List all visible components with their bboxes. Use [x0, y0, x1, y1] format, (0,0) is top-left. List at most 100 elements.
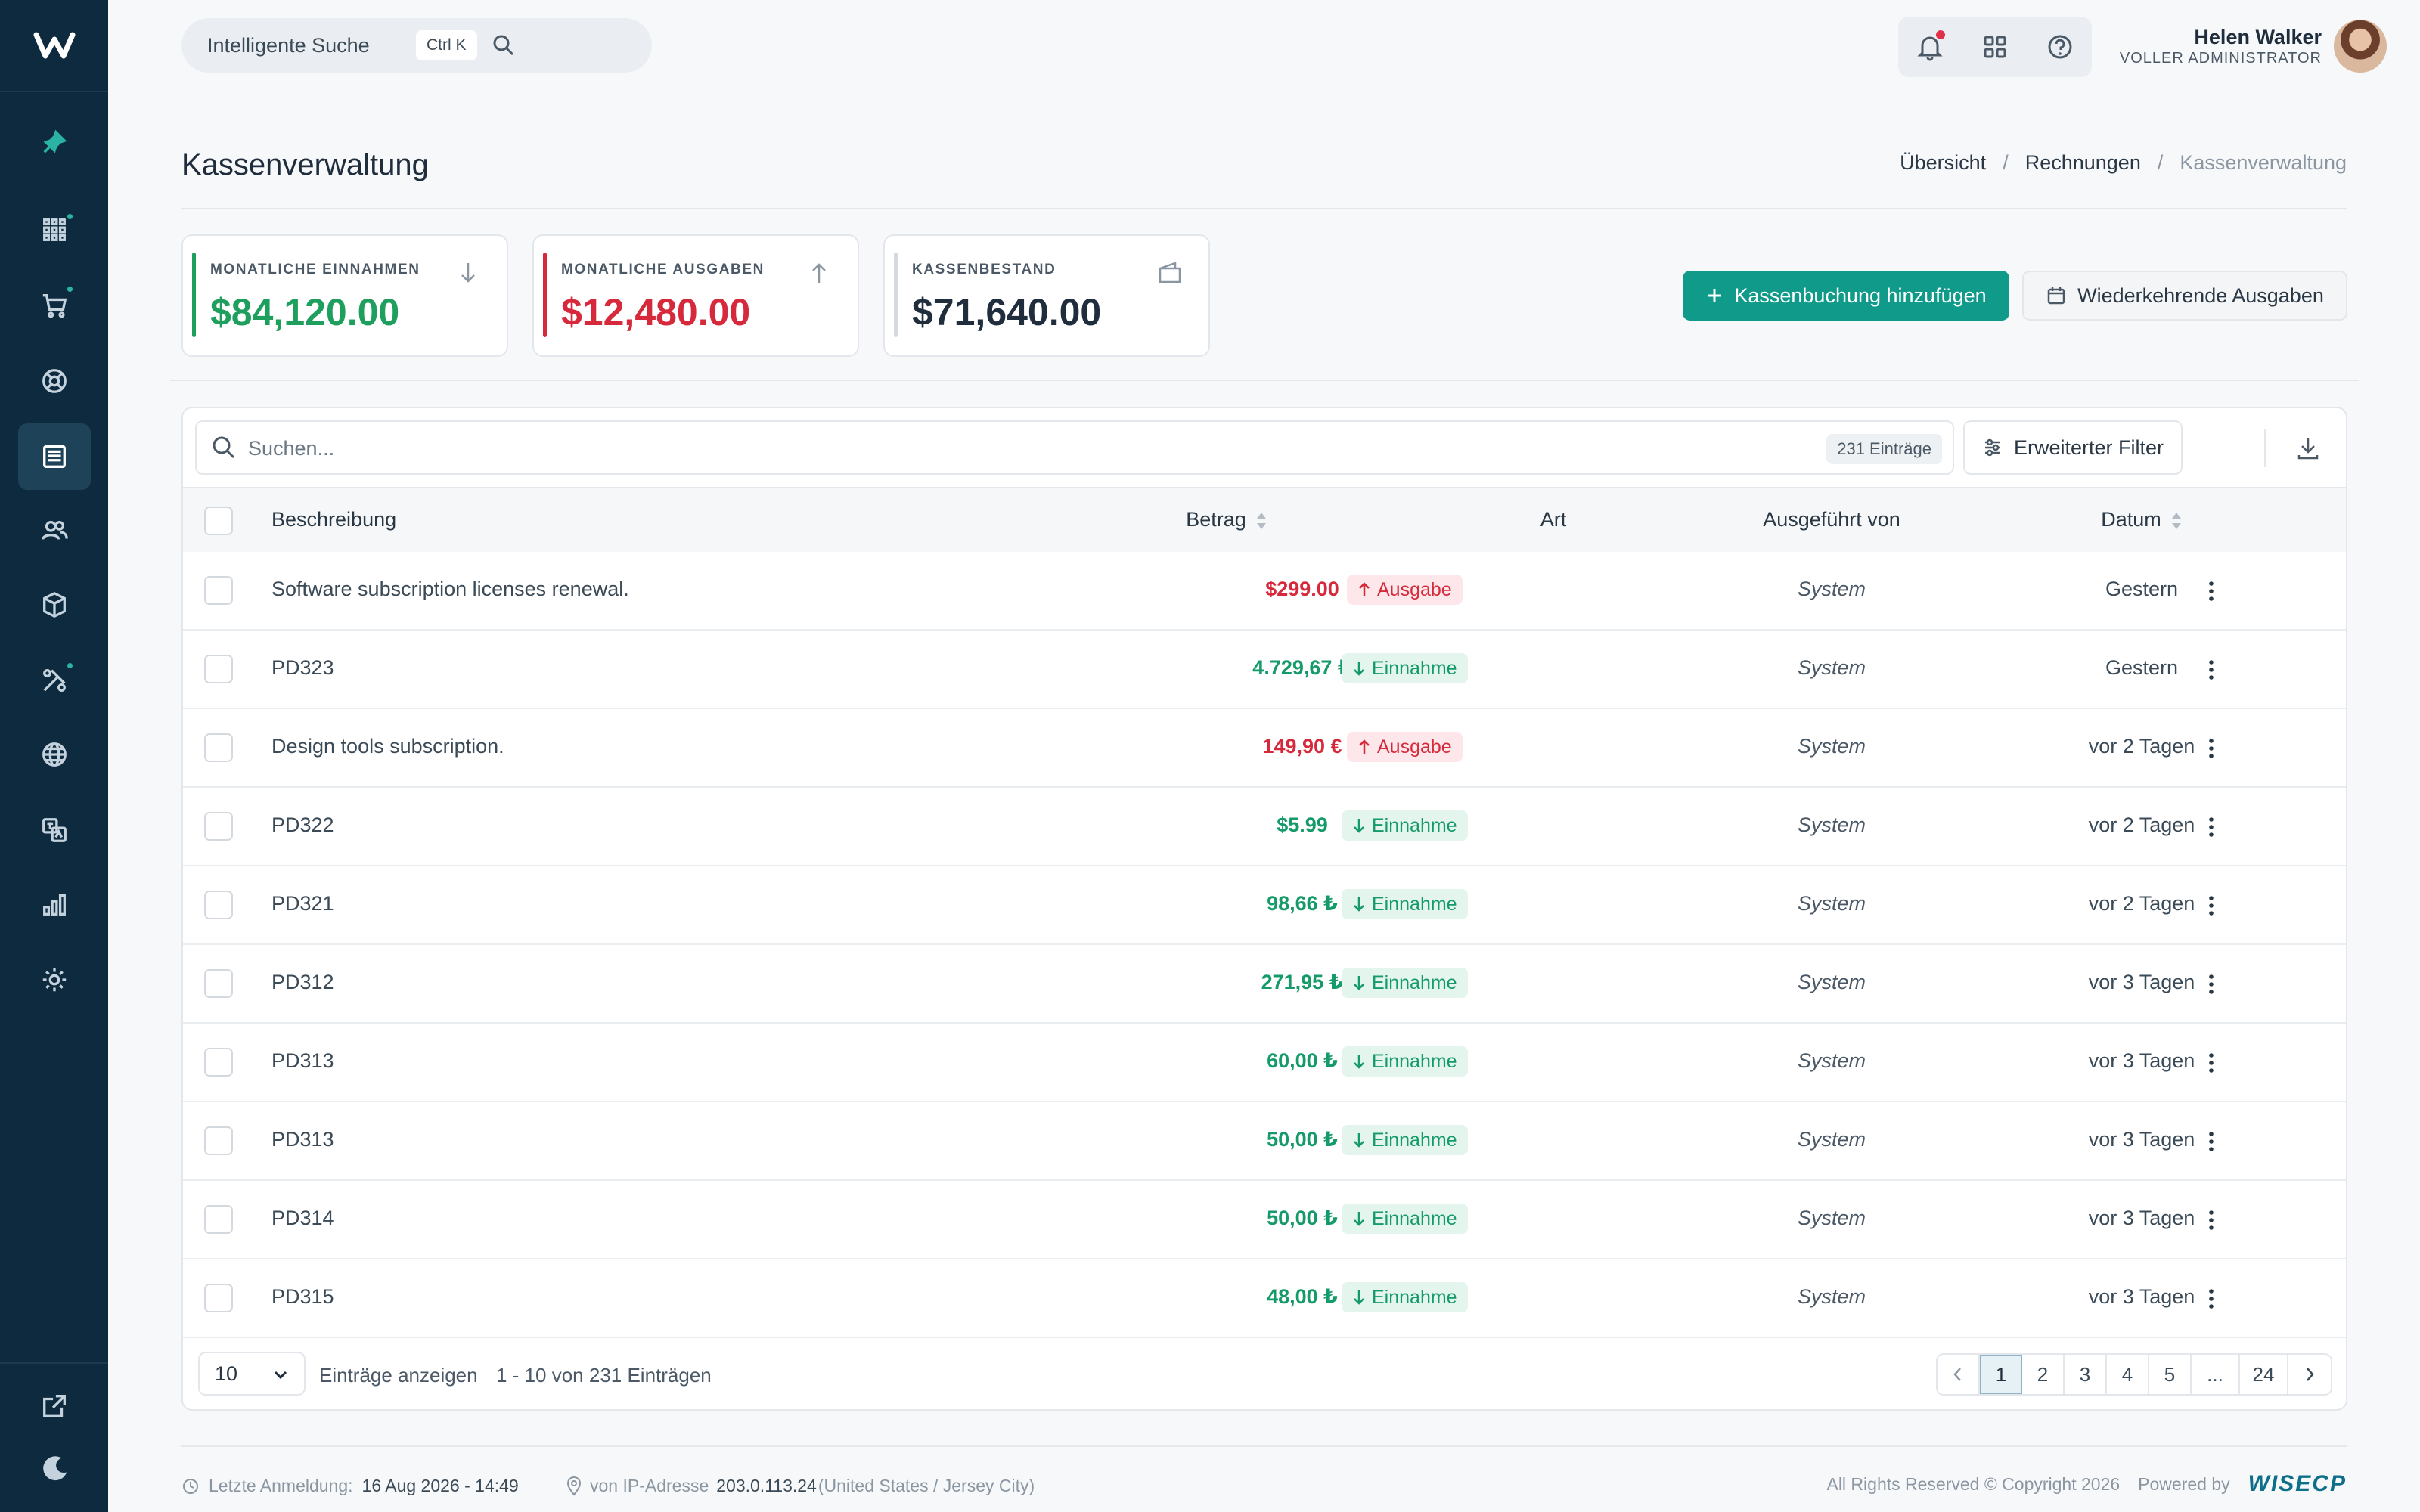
toolbar-separator	[2264, 429, 2266, 467]
row-type-badge: Einnahme	[1342, 810, 1468, 841]
sidebar-item-theme[interactable]	[18, 1435, 91, 1501]
sidebar-item-domains[interactable]	[18, 721, 91, 788]
row-checkbox[interactable]	[204, 1205, 233, 1234]
table-row[interactable]: PD322 $5.99 Einnahme System vor 2 Tagen	[183, 788, 2346, 866]
more-options-icon[interactable]	[2204, 891, 2219, 921]
more-options-icon[interactable]	[2204, 1126, 2219, 1157]
row-description: Software subscription licenses renewal.	[271, 578, 629, 600]
more-options-icon[interactable]	[2204, 655, 2219, 685]
page-button[interactable]: 1	[1980, 1355, 2022, 1394]
row-checkbox[interactable]	[204, 655, 233, 683]
more-options-icon[interactable]	[2204, 576, 2219, 606]
breadcrumb-invoices[interactable]: Rechnungen	[2024, 151, 2141, 174]
per-page-select[interactable]: 10	[198, 1352, 306, 1396]
page-button[interactable]: 24	[2240, 1355, 2288, 1394]
sidebar-item-settings[interactable]	[18, 947, 91, 1013]
next-page-button[interactable]	[2288, 1355, 2331, 1394]
row-checkbox[interactable]	[204, 1126, 233, 1155]
per-page-value: 10	[215, 1362, 238, 1385]
arrow-down-icon	[461, 263, 475, 283]
more-options-icon[interactable]	[2204, 1048, 2219, 1078]
breadcrumb-separator: /	[2157, 151, 2164, 174]
more-options-icon[interactable]	[2204, 969, 2219, 999]
sidebar-item-products[interactable]	[18, 572, 91, 638]
ip-location: (United States / Jersey City)	[818, 1476, 1035, 1495]
more-options-icon[interactable]	[2204, 1205, 2219, 1235]
stat-value: $84,120.00	[210, 291, 400, 333]
table-row[interactable]: Software subscription licenses renewal. $…	[183, 552, 2346, 631]
sidebar-item-tools[interactable]	[18, 647, 91, 714]
page-button[interactable]: 5	[2149, 1355, 2192, 1394]
table-row[interactable]: PD314 50,00 ₺ Einnahme System vor 3 Tagen	[183, 1181, 2346, 1259]
cart-icon	[42, 294, 67, 318]
page-button[interactable]: 3	[2065, 1355, 2107, 1394]
table-row[interactable]: PD313 50,00 ₺ Einnahme System vor 3 Tagen	[183, 1102, 2346, 1181]
chevron-left-icon	[1953, 1368, 1961, 1381]
table-row[interactable]: PD321 98,66 ₺ Einnahme System vor 2 Tagen	[183, 866, 2346, 945]
sidebar-item-invoices[interactable]	[18, 423, 91, 490]
arrow-up-icon	[1359, 739, 1370, 754]
row-checkbox[interactable]	[204, 969, 233, 998]
column-date[interactable]: Datum	[2028, 508, 2255, 531]
row-checkbox[interactable]	[204, 891, 233, 919]
bell-icon[interactable]	[1915, 32, 1945, 62]
page-ellipsis[interactable]: ...	[2192, 1355, 2240, 1394]
recurring-expenses-button[interactable]: Wiederkehrende Ausgaben	[2022, 271, 2347, 321]
row-checkbox[interactable]	[204, 733, 233, 762]
smart-search[interactable]: Intelligente Suche Ctrl K	[182, 18, 652, 73]
clock-icon	[183, 1478, 198, 1494]
sidebar-item-support[interactable]	[18, 348, 91, 414]
table-row[interactable]: PD312 271,95 ₺ Einnahme System vor 3 Tagen	[183, 945, 2346, 1024]
sidebar-item-cart[interactable]	[18, 272, 91, 339]
row-checkbox[interactable]	[204, 812, 233, 841]
wisecp-logo[interactable]: WISECP	[2248, 1471, 2347, 1496]
breadcrumb: Übersicht / Rechnungen / Kassenverwaltun…	[1900, 151, 2347, 175]
user-name[interactable]: Helen Walker	[2194, 26, 2322, 48]
prev-page-button[interactable]	[1938, 1355, 1980, 1394]
more-options-icon[interactable]	[2204, 1284, 2219, 1314]
row-type-badge: Einnahme	[1342, 889, 1468, 919]
advanced-filter-button[interactable]: Erweiterter Filter	[1963, 420, 2183, 475]
avatar[interactable]	[2334, 20, 2387, 73]
help-icon[interactable]	[2045, 32, 2075, 62]
column-amount[interactable]: Betrag	[1075, 508, 1378, 531]
logo[interactable]	[0, 0, 108, 92]
ip-address: von IP-Adresse 203.0.113.24 (United Stat…	[566, 1476, 1035, 1496]
sidebar-item-users[interactable]	[18, 497, 91, 564]
sidebar-item-external[interactable]	[18, 1373, 91, 1439]
box-icon	[43, 591, 66, 618]
row-checkbox[interactable]	[204, 1048, 233, 1077]
row-executed-by: System	[1797, 656, 1866, 679]
sidebar-item-grid[interactable]	[18, 197, 91, 263]
table-row[interactable]: Design tools subscription. 149,90 € Ausgab…	[183, 709, 2346, 788]
more-options-icon[interactable]	[2204, 733, 2219, 764]
breadcrumb-overview[interactable]: Übersicht	[1900, 151, 1987, 174]
sidebar-item-translate[interactable]	[18, 797, 91, 863]
table-row[interactable]: PD313 60,00 ₺ Einnahme System vor 3 Tagen	[183, 1024, 2346, 1102]
row-description: PD321	[271, 892, 334, 915]
table-row[interactable]: PD315 48,00 ₺ Einnahme System vor 3 Tagen	[183, 1259, 2346, 1338]
sidebar-item-pin[interactable]	[18, 109, 91, 175]
page-button[interactable]: 4	[2107, 1355, 2149, 1394]
more-options-icon[interactable]	[2204, 812, 2219, 842]
page-button[interactable]: 2	[2022, 1355, 2065, 1394]
row-type-label: Einnahme	[1372, 971, 1457, 993]
search-icon[interactable]	[492, 33, 516, 57]
row-checkbox[interactable]	[204, 576, 233, 605]
arrow-up-icon	[1359, 582, 1370, 596]
add-cash-entry-button[interactable]: Kassenbuchung hinzufügen	[1683, 271, 2009, 321]
table-row[interactable]: PD323 4.729,67 ₺ Einnahme System Gestern	[183, 631, 2346, 709]
row-type-label: Einnahme	[1372, 1207, 1457, 1229]
apps-icon[interactable]	[1980, 32, 2010, 62]
download-icon[interactable]	[2293, 432, 2323, 463]
stat-accent-bar	[894, 253, 898, 337]
row-type-badge: Einnahme	[1342, 1282, 1468, 1312]
row-description: PD312	[271, 971, 334, 993]
select-all-checkbox[interactable]	[204, 507, 233, 535]
row-checkbox[interactable]	[204, 1284, 233, 1312]
row-date: vor 3 Tagen	[2088, 1049, 2195, 1072]
row-executed-by: System	[1797, 971, 1866, 993]
sidebar-item-reports[interactable]	[18, 871, 91, 937]
table-search-input[interactable]: Suchen... 231 Einträge	[195, 420, 1954, 475]
row-date: vor 2 Tagen	[2088, 813, 2195, 836]
